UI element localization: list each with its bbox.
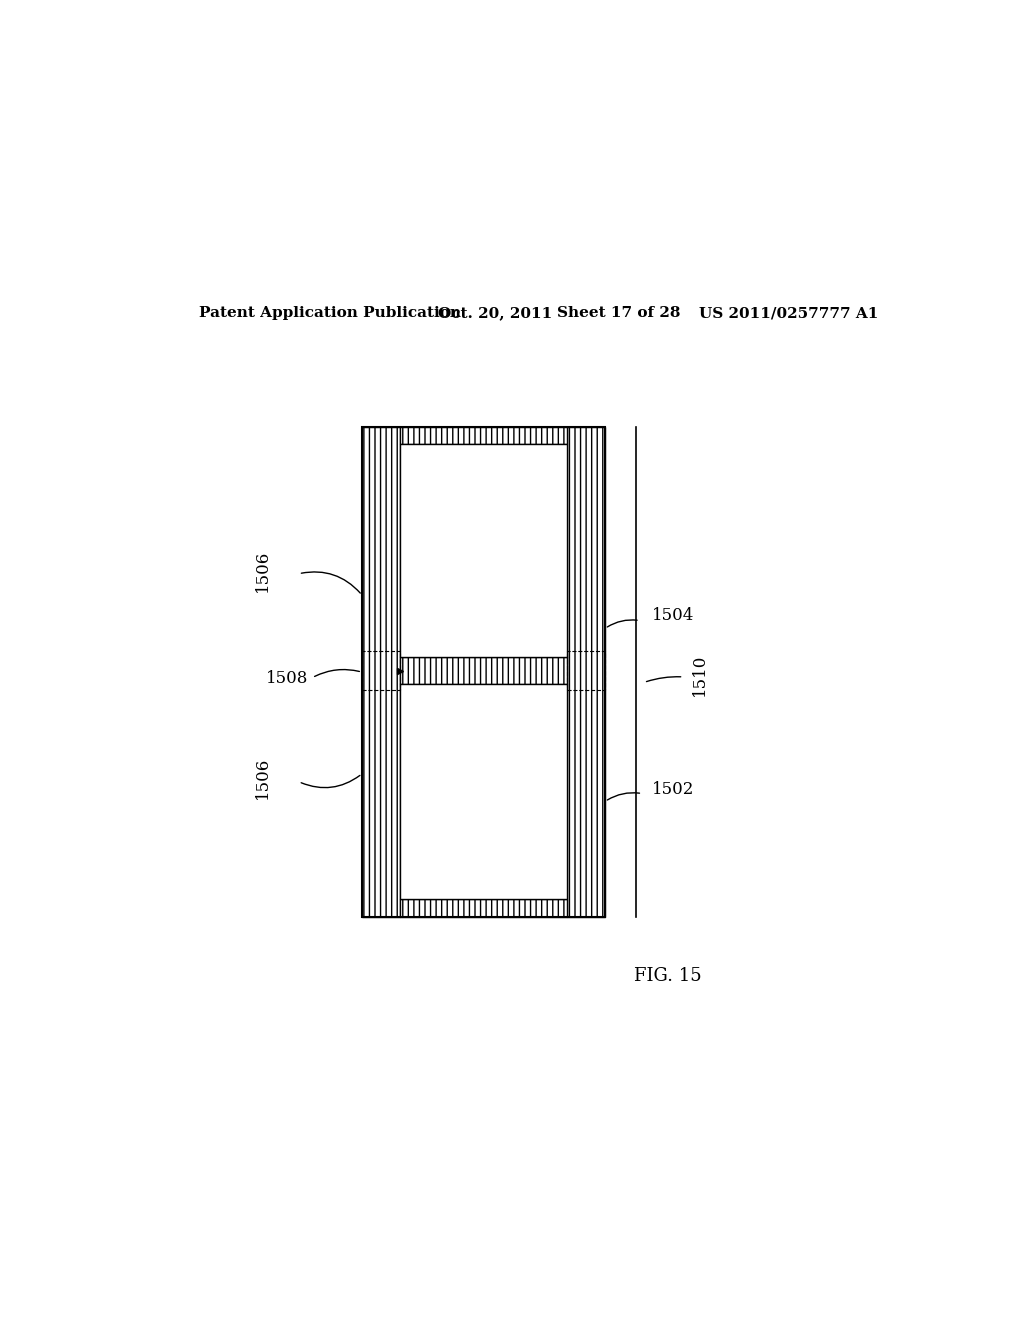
Text: FIG. 15: FIG. 15 [634, 968, 701, 985]
Text: 1504: 1504 [652, 606, 694, 623]
Bar [362, 426, 605, 916]
Bar [362, 426, 605, 916]
Text: 1506: 1506 [254, 756, 271, 799]
Text: Oct. 20, 2011: Oct. 20, 2011 [437, 306, 552, 321]
Bar [400, 426, 567, 445]
Text: 1510: 1510 [691, 653, 708, 696]
Text: US 2011/0257777 A1: US 2011/0257777 A1 [699, 306, 879, 321]
Bar [400, 899, 567, 916]
Bar [567, 651, 605, 690]
Bar [400, 657, 567, 684]
Text: 1506: 1506 [254, 550, 271, 593]
Text: 1508: 1508 [265, 671, 308, 686]
Bar [400, 684, 567, 899]
Bar [567, 426, 605, 916]
Bar [362, 426, 400, 916]
Bar [400, 445, 567, 657]
Bar [362, 651, 400, 690]
Text: 1502: 1502 [652, 781, 694, 799]
Text: Sheet 17 of 28: Sheet 17 of 28 [557, 306, 680, 321]
Text: Patent Application Publication: Patent Application Publication [200, 306, 462, 321]
